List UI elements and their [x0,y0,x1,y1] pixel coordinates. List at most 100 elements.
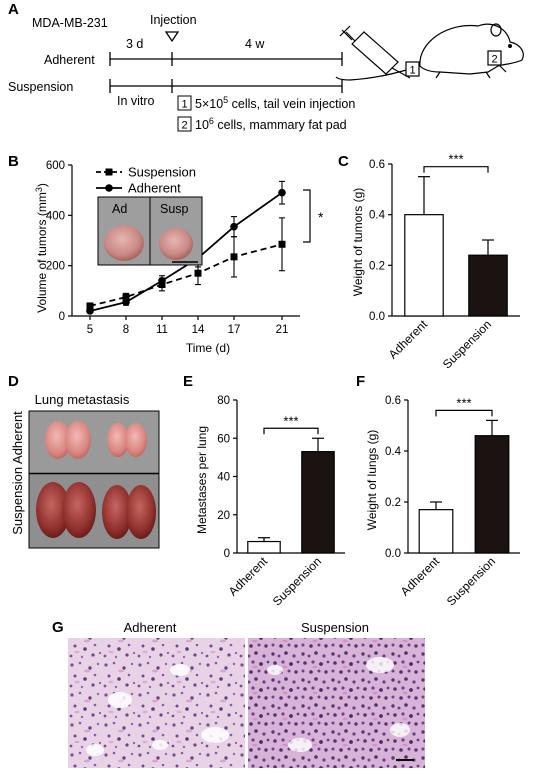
panel-a: A MDA-MB-231 Injection 3 d 4 w Adherent … [8,1,524,132]
chart-e-ytick-label: 60 [217,433,230,445]
cell-line-label: MDA-MB-231 [32,16,108,30]
chart-f-bar-adherent [418,509,454,554]
chart-e: 0 20 40 60 80 Adherent Suspension *** [217,395,345,608]
chart-b-xtick-label: 14 [192,324,205,336]
chart-f-sig-bracket [435,409,493,417]
site-1-box [405,61,420,77]
in-vitro-label: In vitro [117,94,155,108]
chart-c-bar-suspension [468,254,508,317]
chart-b-point-suspension [86,302,94,310]
chart-b-series-suspension-line [89,243,283,307]
chart-e-ytick-label: 40 [217,472,230,484]
note-2-box [177,116,192,132]
chart-c-ylabel: Weight of tumors (g) [351,188,365,296]
chart-c-ytick-label: 0.6 [369,159,385,171]
histology-label-adherent: Adherent [124,620,177,635]
note-1: 1 5×105 cells, tail vein injection [177,95,355,111]
lung-adherent-2 [107,423,147,457]
sig-bracket-b [303,189,311,243]
mouse-syringe-illustration [335,23,524,81]
chart-e-ytick-label: 80 [217,395,230,407]
chart-b-legend-marker-adherent [105,184,113,192]
chart-e-sig-label: *** [283,413,298,428]
chart-c-sig-label: *** [448,152,463,167]
chart-e-bar-suspension [301,451,335,554]
chart-b-xlabel: Time (d) [186,341,230,355]
chart-f-ytick-label: 0.6 [385,395,401,407]
note-2-box-number: 2 [182,120,188,132]
chart-c-category-label: Suspension [440,317,494,371]
note-2: 2 106 cells, mammary fat pad [177,116,347,132]
chart-c-bar-adherent [404,214,444,317]
lung-photo-frame [28,410,160,549]
chart-e-sig-bracket [263,427,319,435]
panel-label-d: D [8,373,19,390]
lung-adherent-1 [45,421,91,459]
site-2-number: 2 [492,54,498,66]
panel-label-b: B [8,153,19,170]
injection-triangle-icon [164,31,180,43]
histology-label-suspension: Suspension [301,620,369,635]
chart-e-category-label: Adherent [226,554,271,599]
chart-f-ytick-label: 0.4 [385,446,402,458]
chart-b-series-adherent-line [89,191,283,312]
chart-c: 0.0 0.2 0.4 0.6 Adherent Suspension *** [369,152,520,371]
chart-e-ylabel: Metastases per lung [195,426,209,534]
tumor-suspension [159,228,193,260]
injection-label: Injection [150,13,197,27]
note-1-box-number: 1 [182,99,188,111]
note-1-box [177,95,192,111]
chart-c-sig-bracket [423,166,489,173]
chart-b-xtick-label: 17 [228,324,241,336]
site-1-number: 1 [410,65,416,77]
chart-b-ytick-label: 600 [46,160,65,172]
panel-label-e: E [183,373,193,390]
chart-f-category-label: Suspension [444,554,498,608]
lung-suspension-2 [102,485,156,539]
note-1-text: 5×105 cells, tail vein injection [195,95,355,111]
chart-b-point-suspension [230,253,238,261]
note-2-text: 106 cells, mammary fat pad [195,116,347,132]
panel-b: B Volume of tumors (mm3) Time (d) 0 200 40… [8,153,324,355]
chart-f: 0.0 0.2 0.4 0.6 Adherent Suspension *** [385,395,520,608]
duration-3d: 3 d [126,37,143,51]
sig-b: * [318,209,324,225]
chart-e-bar-adherent [247,540,281,554]
chart-c-ytick-label: 0.4 [369,210,386,222]
panel-e: E Metastases per lung 0 20 40 60 80 Adherent S… [183,373,345,608]
chart-f-category-label: Adherent [398,554,443,599]
panel-label-f: F [356,373,365,390]
chart-b-legend-label-suspension: Suspension [128,165,196,180]
lung-photo-side-label: Suspension Adherent [10,411,25,535]
chart-c-ytick-label: 0.0 [369,311,385,323]
timeline-lines [109,52,343,93]
chart-b-point-adherent [230,222,238,231]
panel-f: F Weight of lungs (g) 0.0 0.2 0.4 0.6 Adhere… [356,373,520,608]
chart-f-ytick-label: 0.2 [385,497,401,509]
chart-b-point-suspension [194,269,202,277]
chart-b-point-suspension [278,240,286,248]
chart-f-sig-label: *** [456,395,471,410]
lung-photo [28,410,160,549]
chart-b-ytick-label: 400 [46,210,65,222]
lung-suspension-1 [36,482,96,538]
panel-label-a: A [8,1,19,18]
row-label-adherent: Adherent [44,53,95,67]
site-2-box [487,50,502,66]
histology-adherent-image [68,638,245,768]
chart-b-ytick-label: 0 [59,311,65,323]
panel-g: G Adherent Suspension [52,619,425,768]
tumor-adherent [104,225,144,261]
duration-4w: 4 w [245,37,265,51]
chart-b-xtick-label: 5 [87,324,93,336]
panel-d: D Lung metastasis Suspension Adherent [8,373,160,549]
chart-b-point-adherent [86,307,94,315]
chart-c-category-label: Adherent [386,317,431,362]
chart-b-legend-label-adherent: Adherent [128,181,181,196]
chart-e-ytick-label: 20 [217,510,230,522]
panel-c: C Weight of tumors (g) 0.0 0.2 0.4 0.6 Adher… [338,152,520,371]
chart-f-bar-suspension [474,435,510,554]
inset-label-ad: Ad [112,202,127,216]
